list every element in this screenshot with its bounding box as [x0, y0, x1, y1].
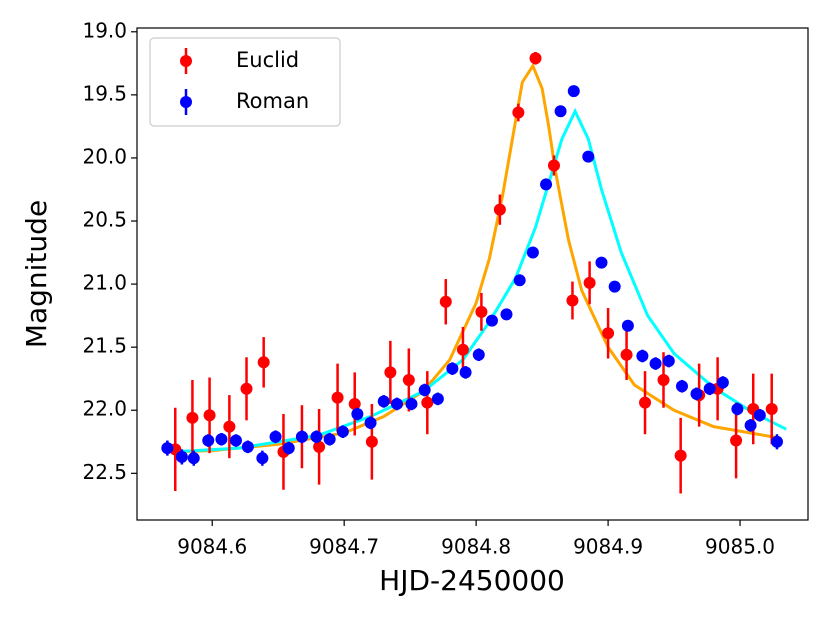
x-tick-label: 9084.7 — [309, 535, 379, 559]
data-point — [187, 452, 200, 465]
data-point — [202, 434, 215, 447]
legend-box — [149, 37, 341, 127]
model-curve — [172, 107, 787, 454]
data-point — [512, 106, 525, 119]
x-tick-label: 9084.6 — [177, 535, 247, 559]
data-point — [295, 430, 308, 443]
data-point — [186, 411, 199, 424]
y-tick-label: 21.5 — [82, 334, 127, 358]
legend-marker — [180, 55, 192, 67]
y-axis-label: Magnitude — [20, 200, 53, 348]
data-point — [215, 433, 228, 446]
data-point — [459, 366, 472, 379]
data-point — [241, 440, 254, 453]
data-point — [657, 373, 670, 386]
data-point — [529, 52, 542, 65]
data-point — [703, 382, 716, 395]
y-tick-label: 19.0 — [82, 18, 127, 42]
y-tick-label: 20.5 — [82, 208, 127, 232]
data-point — [595, 256, 608, 269]
data-point — [602, 327, 615, 340]
data-point — [402, 373, 415, 386]
data-point — [513, 274, 526, 287]
data-point — [377, 395, 390, 408]
data-point — [636, 350, 649, 362]
plot-frame — [136, 27, 809, 521]
data-point — [500, 308, 513, 321]
y-tick-label: 19.5 — [82, 81, 127, 105]
data-point — [649, 357, 662, 370]
data-point — [310, 430, 323, 443]
data-point — [348, 397, 361, 410]
data-point — [526, 246, 539, 259]
x-tick-label: 9084.8 — [441, 535, 511, 559]
x-tick-label: 9084.9 — [573, 535, 643, 559]
data-point — [730, 434, 743, 447]
data-point — [583, 276, 596, 289]
data-point — [390, 397, 403, 410]
data-point — [323, 433, 336, 446]
data-point — [475, 305, 488, 318]
data-point — [608, 280, 621, 293]
data-point — [364, 416, 377, 429]
data-point — [240, 382, 253, 395]
data-point — [418, 384, 431, 397]
data-point — [716, 376, 729, 389]
data-point — [744, 419, 757, 432]
legend-label: Roman — [236, 89, 309, 113]
data-point — [675, 380, 688, 393]
legend-label: Euclid — [236, 48, 299, 72]
data-point — [582, 150, 595, 163]
data-point — [421, 396, 434, 409]
data-point — [313, 440, 326, 453]
data-point — [472, 348, 485, 361]
data-point — [257, 356, 270, 369]
data-point — [485, 314, 498, 327]
x-axis-label: HJD-2450000 — [379, 564, 565, 597]
data-point — [770, 435, 783, 448]
y-tick-label: 22.5 — [82, 460, 127, 484]
data-point — [331, 391, 344, 404]
data-point — [547, 159, 560, 172]
data-point — [229, 434, 242, 447]
data-point — [161, 442, 174, 455]
data-point — [554, 105, 567, 118]
data-point — [446, 362, 459, 375]
data-point — [175, 450, 188, 463]
data-point — [223, 420, 236, 433]
plot-area — [161, 51, 787, 494]
data-point — [439, 295, 452, 308]
data-point — [620, 348, 633, 361]
data-point — [731, 402, 744, 415]
data-point — [351, 408, 364, 421]
data-point — [256, 452, 269, 465]
legend-marker — [180, 96, 192, 108]
data-point — [493, 203, 506, 216]
data-point — [753, 409, 766, 422]
data-point — [384, 366, 397, 379]
y-tick-label: 20.0 — [82, 144, 127, 168]
data-point — [282, 442, 295, 455]
data-point — [566, 294, 579, 307]
data-point — [365, 435, 378, 448]
data-point — [674, 449, 687, 462]
y-tick-label: 21.0 — [82, 271, 127, 295]
data-point — [662, 355, 675, 368]
data-point — [336, 425, 349, 438]
x-tick-label: 9085.0 — [705, 535, 775, 559]
data-point — [765, 402, 778, 415]
data-point — [639, 396, 652, 409]
data-point — [203, 409, 216, 422]
data-point — [567, 85, 580, 98]
data-point — [621, 319, 634, 332]
y-tick-label: 22.0 — [82, 397, 127, 421]
data-point — [269, 430, 282, 443]
data-point — [690, 387, 703, 400]
data-point — [431, 392, 444, 405]
data-point — [540, 178, 553, 191]
data-point — [456, 343, 469, 356]
data-point — [405, 397, 418, 410]
